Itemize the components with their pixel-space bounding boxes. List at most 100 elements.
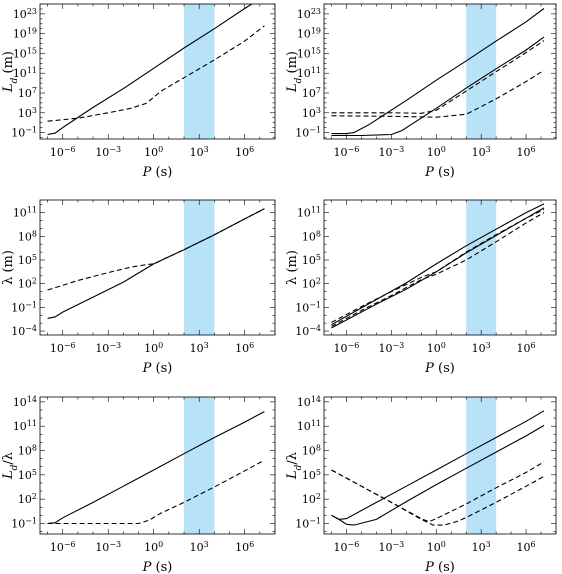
series-1-solid-line bbox=[47, 4, 253, 136]
y-tick-label: 108 bbox=[18, 229, 37, 244]
series-4-dashed-line bbox=[331, 69, 545, 118]
y-axis-label: λ (m) bbox=[285, 250, 300, 285]
shaded-band bbox=[466, 200, 497, 335]
x-tick-label: 103 bbox=[472, 341, 491, 356]
x-tick-label: 103 bbox=[472, 145, 491, 160]
series-3-dashed-line bbox=[331, 40, 545, 114]
y-tick-label: 1014 bbox=[297, 394, 321, 409]
x-tick-label: 10−6 bbox=[50, 341, 76, 356]
x-tick-label: 10−3 bbox=[378, 145, 404, 160]
y-tick-label: 102 bbox=[18, 492, 37, 507]
y-tick-label: 108 bbox=[302, 443, 321, 458]
x-tick-label: 103 bbox=[472, 540, 491, 555]
y-tick-label: 1015 bbox=[297, 46, 321, 61]
plot-frame bbox=[323, 3, 557, 140]
chart-panel-bottom-right: 10−6 10−3 100 103 106 10−1 102 105 108 1011 1014 P … bbox=[285, 394, 557, 574]
y-tick-label: 1023 bbox=[13, 6, 37, 21]
series-1-solid-line bbox=[47, 411, 265, 525]
plot-frame bbox=[39, 396, 276, 535]
x-tick-label: 100 bbox=[427, 145, 446, 160]
series-3-dashed-line bbox=[331, 461, 545, 523]
shaded-band bbox=[184, 397, 215, 534]
x-tick-label: 106 bbox=[235, 540, 254, 555]
x-axis-label: P (s) bbox=[424, 165, 455, 180]
y-tick-label: 1011 bbox=[297, 419, 321, 434]
y-tick-label: 10−1 bbox=[295, 300, 321, 315]
x-tick-label: 10−3 bbox=[378, 341, 404, 356]
y-axis-label: Ld/λ bbox=[285, 452, 304, 480]
x-tick-label: 106 bbox=[235, 341, 254, 356]
x-tick-label: 10−6 bbox=[334, 540, 360, 555]
y-axis-label: λ (m) bbox=[1, 250, 16, 285]
chart-panel-middle-right: 10−6 10−3 100 103 106 10−4 10−1 102 105 108 1011 P … bbox=[285, 199, 557, 376]
plot-frame bbox=[39, 199, 276, 336]
y-tick-label: 10−4 bbox=[295, 324, 321, 339]
series-2-dashed-line bbox=[47, 459, 265, 525]
y-tick-label: 103 bbox=[18, 105, 37, 120]
chart-panel-top-right: 10−6 10−3 100 103 106 10−1 103 107 1011 1015 1019 1… bbox=[285, 3, 557, 180]
x-tick-label: 106 bbox=[235, 145, 254, 160]
x-tick-label: 10−6 bbox=[50, 145, 76, 160]
series-2-solid-line bbox=[331, 424, 545, 526]
x-tick-label: 10−3 bbox=[95, 540, 121, 555]
plot-frame bbox=[323, 199, 557, 336]
y-tick-label: 1023 bbox=[297, 6, 321, 21]
x-tick-label: 100 bbox=[427, 341, 446, 356]
series-4-dashed-line bbox=[331, 469, 545, 526]
y-tick-label: 10−1 bbox=[295, 125, 321, 140]
series-3-dashed-line bbox=[331, 209, 545, 323]
y-tick-label: 10−1 bbox=[295, 516, 321, 531]
y-tick-label: 105 bbox=[18, 253, 37, 268]
x-tick-label: 10−6 bbox=[50, 540, 76, 555]
series-1-solid-line bbox=[331, 203, 545, 326]
y-axis-label: Ld/λ bbox=[1, 452, 20, 480]
y-tick-label: 1019 bbox=[13, 26, 37, 41]
y-tick-label: 10−1 bbox=[11, 516, 37, 531]
x-tick-label: 100 bbox=[144, 145, 163, 160]
y-tick-label: 10−4 bbox=[11, 324, 37, 339]
y-tick-label: 1011 bbox=[13, 205, 37, 220]
x-tick-label: 103 bbox=[190, 145, 209, 160]
x-axis-label: P (s) bbox=[142, 165, 173, 180]
x-tick-label: 10−6 bbox=[334, 145, 360, 160]
y-tick-label: 107 bbox=[302, 86, 321, 101]
x-axis-label: P (s) bbox=[424, 560, 455, 574]
y-tick-label: 102 bbox=[302, 276, 321, 291]
y-tick-label: 108 bbox=[18, 443, 37, 458]
x-tick-label: 100 bbox=[144, 540, 163, 555]
y-tick-label: 102 bbox=[302, 492, 321, 507]
y-tick-label: 1015 bbox=[13, 46, 37, 61]
y-axis-label: Ld (m) bbox=[285, 51, 304, 93]
y-tick-label: 1014 bbox=[13, 394, 37, 409]
y-tick-label: 10−1 bbox=[11, 300, 37, 315]
x-tick-label: 106 bbox=[517, 341, 536, 356]
chart-panel-bottom-left: 10−6 10−3 100 103 106 10−1 102 105 108 1011 1014 P … bbox=[1, 394, 276, 574]
x-tick-label: 10−6 bbox=[334, 341, 360, 356]
x-tick-label: 106 bbox=[517, 145, 536, 160]
series-2-dashed-line bbox=[47, 208, 265, 291]
x-tick-label: 10−3 bbox=[378, 540, 404, 555]
series-1-solid-line bbox=[331, 410, 545, 520]
x-tick-label: 106 bbox=[517, 540, 536, 555]
y-tick-label: 1011 bbox=[13, 66, 37, 81]
plot-frame bbox=[323, 396, 557, 535]
shaded-band bbox=[184, 4, 215, 139]
shaded-band bbox=[184, 200, 215, 335]
x-tick-label: 10−3 bbox=[95, 341, 121, 356]
x-tick-label: 103 bbox=[190, 341, 209, 356]
y-tick-label: 1019 bbox=[297, 26, 321, 41]
x-axis-label: P (s) bbox=[424, 361, 455, 376]
y-tick-label: 1011 bbox=[297, 205, 321, 220]
x-tick-label: 100 bbox=[427, 540, 446, 555]
x-tick-label: 100 bbox=[144, 341, 163, 356]
y-tick-label: 105 bbox=[302, 253, 321, 268]
series-1-solid-line bbox=[331, 8, 545, 135]
y-tick-label: 103 bbox=[302, 105, 321, 120]
plot-frame bbox=[39, 3, 276, 140]
y-tick-label: 108 bbox=[302, 229, 321, 244]
series-2-solid-line bbox=[331, 36, 545, 137]
y-tick-label: 1011 bbox=[297, 66, 321, 81]
series-2-solid-line bbox=[331, 207, 545, 329]
y-axis-label: Ld (m) bbox=[1, 51, 20, 93]
